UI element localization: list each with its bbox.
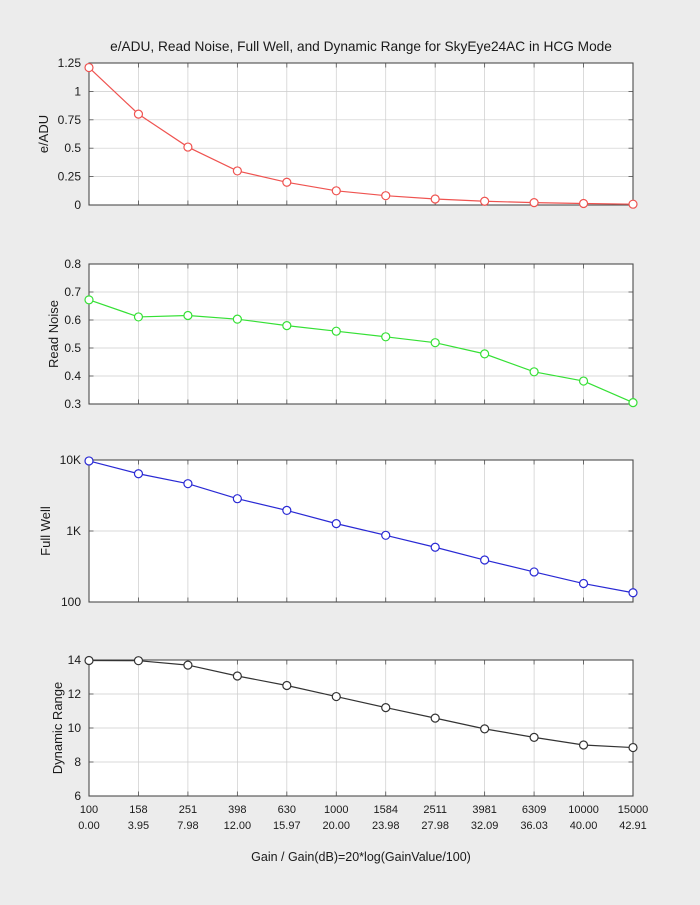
svg-text:23.98: 23.98 [372,820,400,832]
svg-text:14: 14 [68,653,82,667]
svg-text:Read Noise: Read Noise [46,300,61,368]
svg-text:1000: 1000 [324,804,348,816]
svg-text:3981: 3981 [472,804,496,816]
svg-text:158: 158 [129,804,147,816]
svg-text:e/ADU, Read Noise, Full Well,: e/ADU, Read Noise, Full Well, and Dynami… [110,39,612,54]
svg-text:251: 251 [179,804,197,816]
svg-text:100: 100 [80,804,98,816]
svg-text:40.00: 40.00 [570,820,598,832]
svg-text:6: 6 [74,789,81,803]
svg-text:12.00: 12.00 [224,820,252,832]
svg-text:1K: 1K [66,524,81,538]
svg-text:10K: 10K [60,453,81,467]
svg-text:0.75: 0.75 [58,113,82,127]
svg-text:Gain / Gain(dB)=20*log(GainVal: Gain / Gain(dB)=20*log(GainValue/100) [251,850,471,864]
svg-text:15000: 15000 [618,804,649,816]
svg-text:100: 100 [61,595,81,609]
svg-text:2511: 2511 [423,804,447,816]
svg-text:0: 0 [74,198,81,212]
svg-text:0.7: 0.7 [64,285,81,299]
svg-text:6309: 6309 [522,804,546,816]
svg-text:0.5: 0.5 [64,341,81,355]
svg-text:1584: 1584 [373,804,397,816]
svg-text:0.4: 0.4 [64,369,81,383]
svg-text:36.03: 36.03 [520,820,548,832]
svg-text:7.98: 7.98 [177,820,198,832]
svg-text:12: 12 [68,687,82,701]
svg-text:15.97: 15.97 [273,820,301,832]
svg-text:Dynamic Range: Dynamic Range [50,682,65,775]
svg-text:Full Well: Full Well [38,506,53,556]
svg-text:3.95: 3.95 [128,820,149,832]
svg-text:1.25: 1.25 [58,56,82,70]
svg-text:1: 1 [74,84,81,98]
svg-text:0.8: 0.8 [64,257,81,271]
svg-text:398: 398 [228,804,246,816]
svg-text:32.09: 32.09 [471,820,499,832]
svg-text:630: 630 [278,804,296,816]
svg-text:e/ADU: e/ADU [36,115,51,153]
svg-text:10000: 10000 [568,804,599,816]
svg-text:0.25: 0.25 [58,170,82,184]
svg-text:8: 8 [74,755,81,769]
svg-text:0.5: 0.5 [64,141,81,155]
svg-text:42.91: 42.91 [619,820,647,832]
svg-text:0.00: 0.00 [78,820,99,832]
svg-text:0.3: 0.3 [64,397,81,411]
svg-text:20.00: 20.00 [323,820,351,832]
svg-text:0.6: 0.6 [64,313,81,327]
svg-text:10: 10 [68,721,82,735]
svg-text:27.98: 27.98 [421,820,449,832]
